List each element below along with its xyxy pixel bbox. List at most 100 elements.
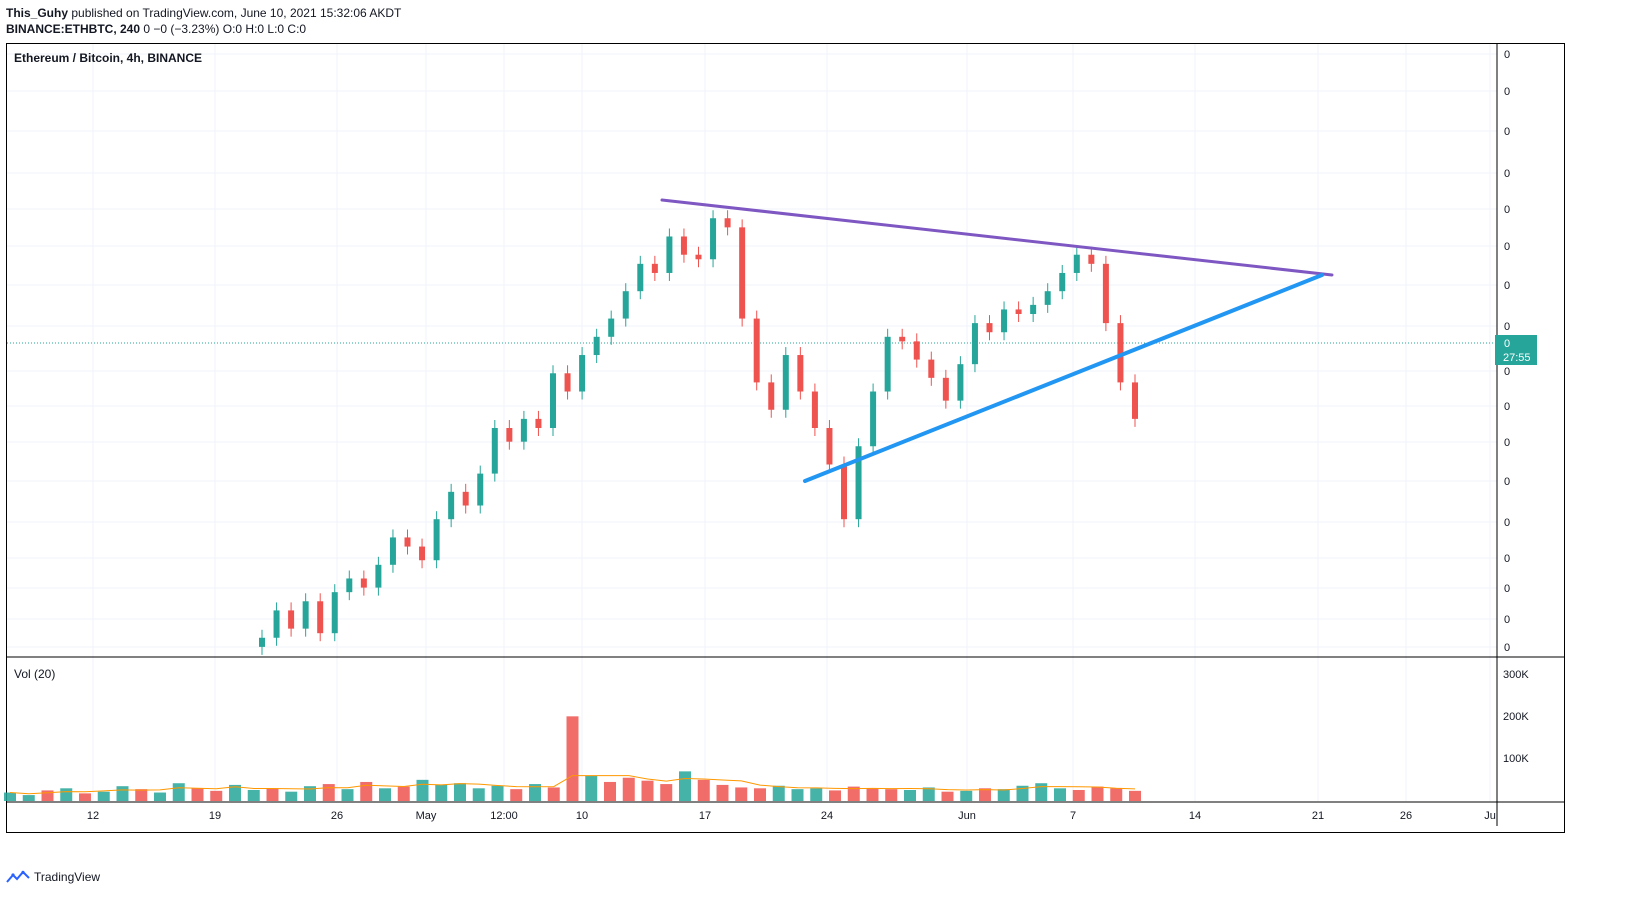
candle-body (579, 355, 586, 392)
volume-bar (566, 716, 579, 801)
volume-bar (154, 792, 166, 801)
candle-body (913, 341, 920, 360)
footer-brand[interactable]: TradingView (34, 870, 101, 884)
volume-bar (529, 784, 541, 801)
volume-bar (397, 786, 410, 801)
volume-bar (547, 787, 560, 801)
candle-body (360, 578, 367, 588)
candle-body (622, 291, 629, 319)
volume-bar (229, 784, 241, 801)
price-tick-label: 0 (1504, 49, 1510, 61)
time-tick-label: 24 (821, 810, 833, 822)
volume-bar (360, 781, 373, 801)
volume-bar (941, 791, 954, 801)
volume-title: Vol (20) (14, 667, 55, 681)
volume-bar (585, 775, 598, 801)
volume-bar (22, 795, 35, 801)
candle-body (1044, 291, 1051, 305)
volume-bar (1129, 790, 1141, 801)
candle-body (768, 382, 775, 410)
time-tick-label: 7 (1070, 810, 1076, 822)
price-tick-label: 0 (1504, 642, 1510, 654)
candle-body (331, 592, 338, 634)
candle-body (389, 537, 396, 565)
volume-bar (1054, 788, 1066, 801)
volume-bar (266, 788, 279, 801)
volume-bar (491, 785, 504, 801)
price-tick-label: 0 (1504, 321, 1510, 333)
candle-body (1088, 254, 1095, 264)
volume-bar (510, 789, 523, 801)
price-tick-label: 0 (1504, 437, 1510, 449)
price-tick-label: 0 (1504, 476, 1510, 488)
volume-bar (735, 787, 748, 801)
candle-body (550, 373, 556, 428)
candle-body (855, 446, 862, 520)
publish-info: This_Guhy published on TradingView.com, … (6, 6, 401, 20)
volume-bar (304, 786, 316, 801)
volume-bar (191, 788, 204, 801)
candle-body (593, 336, 600, 356)
time-tick-label: 26 (331, 810, 343, 822)
current-price-tag (1495, 335, 1537, 365)
candle-body (724, 218, 731, 228)
time-tick-label: Jun (958, 810, 976, 822)
candle-body (317, 601, 324, 634)
volume-bar (135, 789, 148, 801)
candle-body (1001, 309, 1008, 333)
time-tick-label: 10 (576, 810, 588, 822)
volume-bar (416, 779, 429, 801)
price-tick-label: 0 (1504, 241, 1510, 253)
volume-bar (79, 793, 91, 801)
volume-bar (697, 779, 710, 801)
volume-bar (604, 781, 616, 801)
volume-bar (810, 788, 823, 801)
volume-bar (1110, 788, 1123, 801)
candle-body (811, 391, 818, 428)
volume-bar (679, 771, 691, 801)
time-tick-label: 14 (1189, 810, 1201, 822)
bar-countdown-label: 27:55 (1503, 352, 1531, 364)
tradingview-logo-icon (6, 870, 30, 883)
candle-body (608, 318, 615, 337)
candle-body (477, 473, 484, 506)
author-name[interactable]: This_Guhy (6, 6, 69, 20)
candle-body (899, 336, 906, 342)
candle-body (535, 418, 542, 428)
chart-frame (6, 43, 1565, 833)
candle-body (841, 464, 847, 520)
price-tick-label: 0 (1504, 614, 1510, 626)
price-tick-label: 0 (1504, 401, 1510, 413)
candle-body (419, 546, 426, 561)
volume-bar (622, 777, 635, 801)
volume-bar (1091, 786, 1104, 801)
candle-body (259, 637, 265, 647)
candle-body (462, 491, 469, 506)
volume-bar (435, 784, 448, 801)
time-tick-label: 12:00 (490, 810, 518, 822)
volume-ma-line (9, 775, 1136, 795)
chart-title: Ethereum / Bitcoin, 4h, BINANCE (14, 51, 202, 65)
time-tick-label: 19 (209, 810, 221, 822)
candle-body (782, 355, 789, 410)
candle-body (826, 428, 833, 465)
candle-body (1030, 304, 1037, 314)
price-tick-label: 0 (1504, 126, 1510, 138)
volume-bar (829, 790, 841, 801)
volume-bar (660, 784, 673, 801)
candle-body (695, 254, 702, 260)
volume-bar (997, 789, 1010, 801)
volume-bar (1035, 783, 1048, 801)
volume-tick-label: 300K (1503, 669, 1529, 681)
candle-body (433, 519, 440, 561)
volume-bar (247, 789, 260, 801)
volume-bar (866, 788, 879, 801)
time-tick-label: 21 (1312, 810, 1324, 822)
volume-bar (322, 784, 335, 801)
volume-bar (341, 789, 354, 801)
candle-body (666, 236, 673, 273)
volume-bar (41, 790, 54, 801)
candle-body (884, 336, 891, 392)
candle-body (1073, 254, 1080, 273)
